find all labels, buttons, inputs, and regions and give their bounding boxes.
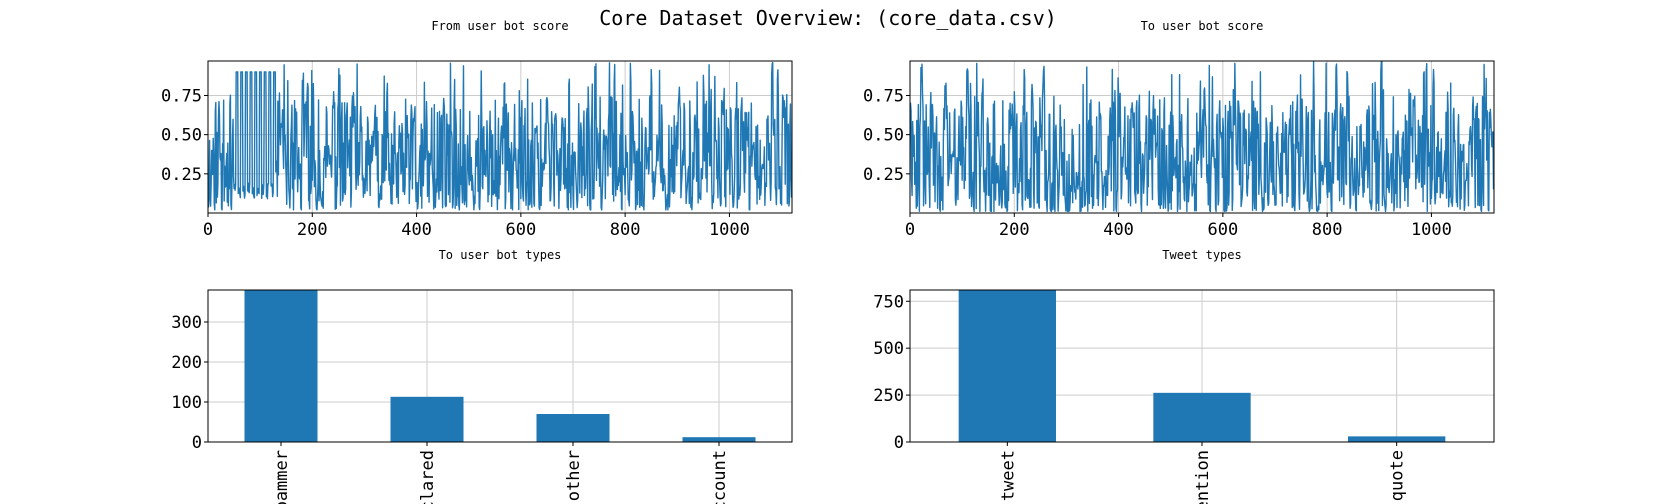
x-tick-label-declared: clared xyxy=(418,450,438,504)
y-tick-label: 300 xyxy=(171,313,202,333)
y-tick-label: 200 xyxy=(171,353,202,373)
chart-title: To user bot score xyxy=(1141,19,1264,33)
bar-declared xyxy=(390,396,464,442)
y-tick-label: 0 xyxy=(192,433,202,453)
bar-spammer xyxy=(244,290,318,442)
bar-tweet xyxy=(958,290,1056,442)
x-tick-label: 0 xyxy=(905,220,915,240)
bar-quote xyxy=(1348,436,1446,442)
chart-title: To user bot types xyxy=(439,248,562,262)
x-tick-label: 200 xyxy=(297,220,328,240)
x-tick-label: 400 xyxy=(1103,220,1134,240)
x-tick-label-spammer: pammer xyxy=(272,450,292,504)
y-tick-label: 250 xyxy=(873,386,904,406)
chart-title: Tweet types xyxy=(1162,248,1241,262)
chart-panel-3: To user bot types 0 100 200 300 pammer clared o… xyxy=(171,248,793,504)
y-tick-label: 0.25 xyxy=(863,165,904,185)
series-line xyxy=(208,61,792,211)
bar-other xyxy=(536,414,610,442)
x-tick-label-tweet: tweet xyxy=(998,450,1018,501)
x-tick-label-other: other xyxy=(564,450,584,501)
x-tick-label: 1000 xyxy=(709,220,750,240)
chart-title: From user bot score xyxy=(431,19,568,33)
bar-mention xyxy=(1153,392,1251,442)
x-tick-label: 0 xyxy=(203,220,213,240)
series-line xyxy=(910,61,1494,213)
chart-panel-4: Tweet types 0 250 500 750 tweet ention quote xyxy=(873,248,1495,504)
x-tick-label: 800 xyxy=(1312,220,1343,240)
x-tick-label-mention: ention xyxy=(1193,450,1213,504)
x-tick-label: 600 xyxy=(1207,220,1238,240)
bar-account xyxy=(682,437,756,442)
plot-frame-1 xyxy=(909,60,1495,214)
y-tick-label: 0.75 xyxy=(161,86,202,106)
y-tick-label: 500 xyxy=(873,339,904,359)
x-tick-label-quote: quote xyxy=(1388,450,1408,501)
chart-panel-2: To user bot score 0 200 400 600 800 1000 0.25 0.… xyxy=(863,19,1495,240)
x-tick-label: 400 xyxy=(401,220,432,240)
x-tick-label: 600 xyxy=(505,220,536,240)
y-tick-label: 0.75 xyxy=(863,86,904,106)
chart-panel-1: From user bot score 0 200 400 600 800 1000 0.25… xyxy=(161,19,793,240)
plot-frame-3 xyxy=(909,289,1495,443)
x-tick-label: 1000 xyxy=(1411,220,1452,240)
y-tick-label: 0.25 xyxy=(161,165,202,185)
plot-frame-0 xyxy=(207,60,793,214)
plot-frame-2 xyxy=(207,289,793,443)
y-tick-label: 0.50 xyxy=(863,126,904,146)
x-tick-label: 800 xyxy=(610,220,641,240)
figure-title: Core Dataset Overview: (core_data.csv) xyxy=(599,6,1057,30)
y-tick-label: 0 xyxy=(894,433,904,453)
x-tick-label-account: ccount xyxy=(710,450,730,504)
y-tick-label: 0.50 xyxy=(161,126,202,146)
y-tick-label: 750 xyxy=(873,292,904,312)
x-tick-label: 200 xyxy=(999,220,1030,240)
y-tick-label: 100 xyxy=(171,393,202,413)
